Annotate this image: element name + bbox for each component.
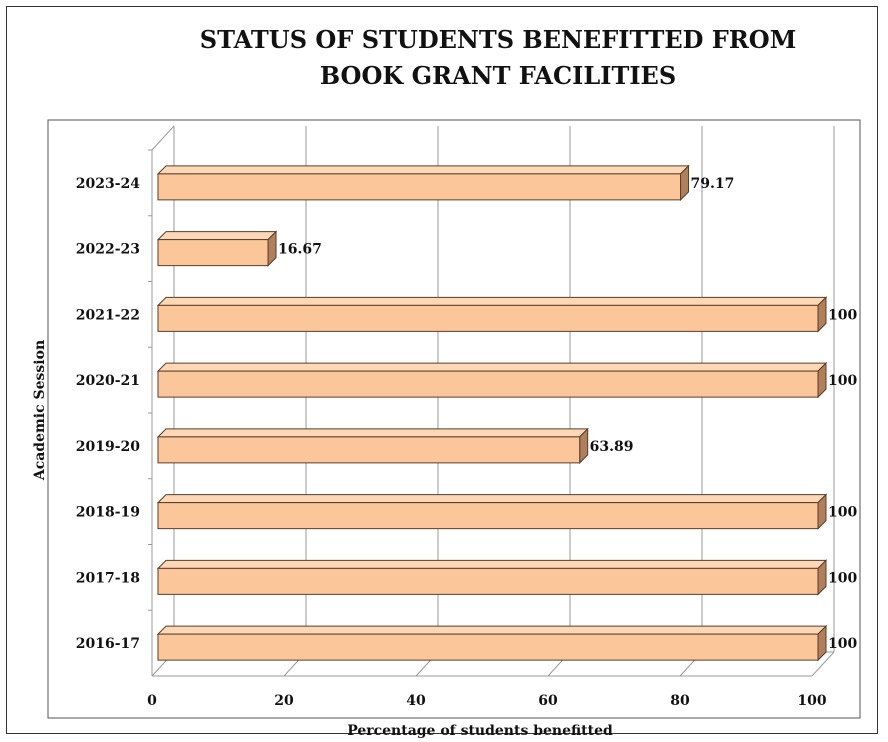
value-label: 16.67	[278, 242, 322, 258]
bar-front-face	[157, 173, 682, 201]
bar-front-face	[157, 633, 819, 661]
value-label: 63.89	[590, 439, 634, 455]
y-tick-label: 2017-18	[76, 570, 140, 586]
y-tick-label: 2016-17	[76, 636, 140, 652]
y-tick-label: 2023-24	[76, 176, 141, 192]
value-labels: 79.17 16.67 100 100 63.89 100 100 100	[278, 176, 857, 652]
left-wall-top-edge	[151, 125, 175, 151]
x-tick-label: 20	[274, 693, 294, 709]
bar-top-face	[156, 625, 828, 635]
value-label: 79.17	[691, 176, 735, 192]
bar	[156, 493, 828, 530]
value-label: 100	[828, 373, 857, 389]
x-tick-label: 100	[797, 693, 826, 709]
y-axis-label: Academic Session	[32, 340, 48, 481]
bar-front-face	[157, 502, 819, 530]
x-tick-label: 40	[406, 693, 426, 709]
bar-top-face	[156, 428, 589, 438]
x-tick-label: 0	[147, 693, 157, 709]
y-tick-label: 2022-23	[76, 242, 140, 258]
bar	[156, 230, 278, 267]
bar	[156, 361, 828, 399]
chart-title-line-2: BOOK GRANT FACILITIES	[320, 61, 676, 90]
y-tick-labels: 2023-24 2022-23 2021-22 2020-21 2019-20 2018-…	[76, 176, 141, 652]
x-tick-label: 80	[670, 693, 690, 709]
bar	[156, 296, 828, 333]
bar	[156, 559, 828, 596]
value-label: 100	[828, 505, 857, 521]
bar-top-face	[156, 559, 828, 569]
value-label: 100	[828, 307, 857, 323]
y-tick-label: 2018-19	[76, 505, 140, 521]
bar	[156, 624, 828, 662]
y-tick-label: 2020-21	[76, 373, 140, 389]
plot-area-border	[47, 119, 861, 719]
bar-top-face	[156, 296, 828, 306]
x-tick-label: 60	[538, 693, 558, 709]
bar-front-face	[157, 239, 269, 267]
chart-title-line-1: STATUS OF STUDENTS BENEFITTED FROM	[200, 25, 797, 54]
y-tick-label: 2019-20	[76, 439, 141, 455]
x-tick-labels: 0 20 40 60 80 100	[147, 693, 827, 709]
bar-top-face	[156, 165, 690, 175]
value-label: 100	[828, 636, 857, 652]
value-label: 100	[828, 570, 857, 586]
bar-front-face	[157, 436, 581, 464]
bar-top-face	[156, 494, 828, 504]
bar-top-face	[156, 362, 828, 372]
bar-front-face	[157, 304, 819, 332]
bar-front-face	[157, 567, 819, 595]
bar	[156, 164, 690, 202]
floor-gridline	[811, 651, 835, 677]
bar-top-face	[156, 231, 278, 241]
x-axis-label: Percentage of students benefitted	[347, 723, 613, 739]
y-tick-label: 2021-22	[76, 307, 140, 323]
chart-frame	[6, 6, 878, 734]
bar	[156, 427, 589, 465]
bars	[156, 164, 828, 662]
bar-front-face	[157, 370, 819, 398]
